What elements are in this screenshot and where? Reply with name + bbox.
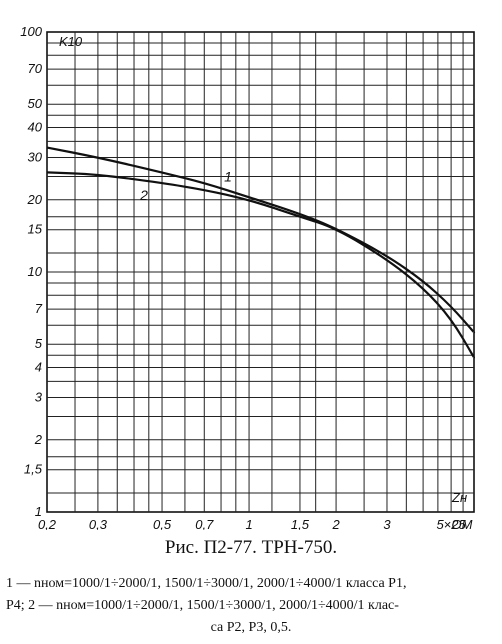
y-tick-label: 5 [35,336,43,351]
x-tick-label: 5×25 [436,517,466,530]
x-tick-label: 1 [245,517,252,530]
x-tick-label: 0,2 [38,517,57,530]
figure-caption-line-2: P4; 2 — nном=1000/1÷2000/1, 1500/1÷3000/… [6,598,399,613]
x-tick-label: 1,5 [291,517,310,530]
figure-caption-line-3: са P2, P3, 0,5. [210,620,292,635]
curves: 12 [46,146,476,359]
y-axis-label: K10 [59,34,83,49]
series-2-label: 2 [139,187,148,203]
y-tick-label: 4 [35,360,42,375]
x-axis-unit: ОМ [452,517,473,530]
y-tick-label: 1 [35,504,42,519]
y-tick-label: 70 [28,61,43,76]
series-2-line [46,171,476,359]
x-tick-label: 0,3 [89,517,108,530]
y-tick-label: 30 [28,149,43,164]
y-tick-label: 1,5 [24,462,43,477]
y-tick-label: 10 [28,264,43,279]
x-tick-label: 0,7 [195,517,214,530]
y-tick-label: 100 [20,24,42,39]
grid [46,31,475,513]
y-tick-label: 2 [34,432,43,447]
y-tick-label: 3 [35,389,43,404]
x-tick-label: 0,5 [153,517,172,530]
figure-caption-title: Рис. П2-77. ТРН-750. [164,537,338,558]
x-tick-label: 3 [383,517,391,530]
y-tick-label: 40 [28,120,43,135]
x-tick-label: 2 [331,517,340,530]
y-tick-labels: 1 1,5 2 3 4 5 7 10 15 20 30 40 50 70 100 [20,24,42,519]
x-axis-label: Zн [451,490,467,505]
y-tick-label: 7 [35,301,43,316]
y-tick-label: 15 [28,222,43,237]
series-1-line [46,146,476,334]
x-tick-labels: 0,2 0,3 0,5 0,7 1 1,5 2 3 5×25 [38,517,467,530]
figure-caption-line-1: 1 — nном=1000/1÷2000/1, 1500/1÷3000/1, 2… [6,576,407,591]
series-1-label: 1 [224,168,232,184]
y-tick-label: 20 [27,192,43,207]
y-tick-label: 50 [28,96,43,111]
